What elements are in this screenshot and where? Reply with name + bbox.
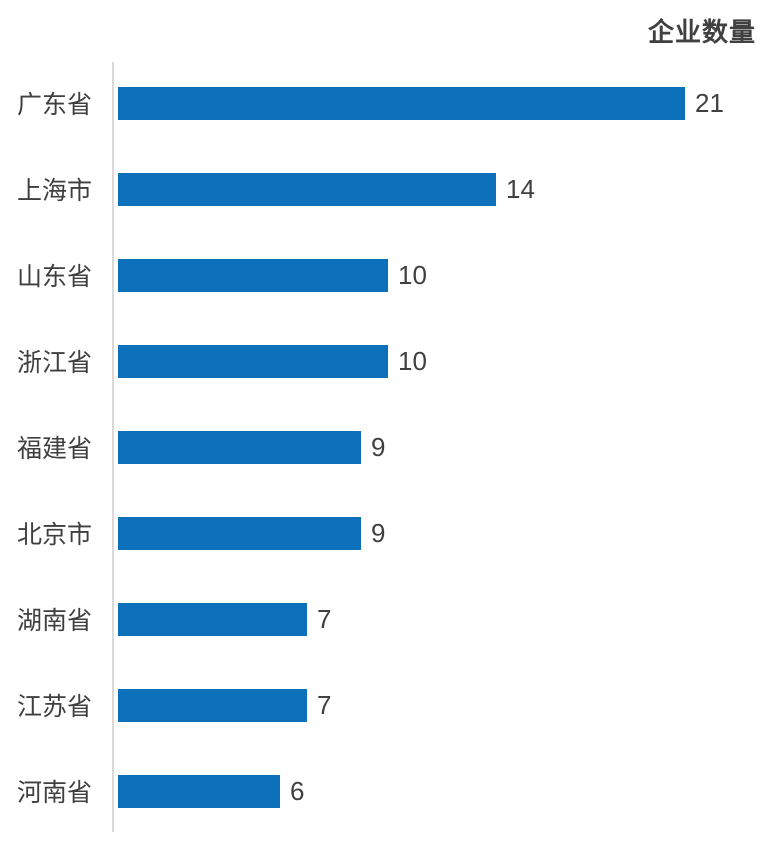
value-label: 21 [695,87,724,118]
bar-row: 浙江省 10 [0,318,772,404]
bar-track: 21 [113,86,772,120]
bar-row: 北京市 9 [0,490,772,576]
value-label: 7 [317,689,332,720]
category-label: 湖南省 [16,608,92,635]
bar [118,516,361,550]
category-label: 山东省 [16,264,92,291]
value-label: 14 [506,173,535,204]
value-label: 9 [371,517,386,548]
category-label: 河南省 [16,780,92,807]
bar [118,258,388,292]
value-label: 10 [398,259,427,290]
bar-row: 河南省 6 [0,748,772,834]
category-label: 浙江省 [16,350,92,377]
value-label: 7 [317,603,332,634]
category-label: 上海市 [16,178,92,205]
category-label: 广东省 [16,92,92,119]
plot-area: 广东省 21 上海市 14 山东省 10 浙江省 10 福建省 9 北京市 9 湖南省 7 江苏省 7 河南省 6 [0,60,772,834]
value-label: 10 [398,345,427,376]
bar [118,602,307,636]
bar-rows: 广东省 21 上海市 14 山东省 10 浙江省 10 福建省 9 北京市 9 湖南省 7 江苏省 7 河南省 6 [0,60,772,834]
value-label: 9 [371,431,386,462]
y-axis-line [112,62,114,832]
bar [118,430,361,464]
bar-track: 9 [113,516,772,550]
bar-track: 14 [113,172,772,206]
bar-row: 福建省 9 [0,404,772,490]
bar-row: 广东省 21 [0,60,772,146]
bar [118,774,280,808]
category-label: 北京市 [16,522,92,549]
bar [118,86,685,120]
bar-track: 7 [113,688,772,722]
value-label: 6 [290,775,305,806]
bar [118,172,496,206]
chart-title: 企业数量 [647,17,756,47]
category-label: 江苏省 [16,694,92,721]
bar-row: 山东省 10 [0,232,772,318]
bar [118,688,307,722]
bar-row: 上海市 14 [0,146,772,232]
bar-track: 6 [113,774,772,808]
bar-track: 7 [113,602,772,636]
bar-track: 10 [113,258,772,292]
bar-row: 湖南省 7 [0,576,772,662]
bar-track: 10 [113,344,772,378]
bar-track: 9 [113,430,772,464]
bar [118,344,388,378]
category-label: 福建省 [16,436,92,463]
bar-row: 江苏省 7 [0,662,772,748]
